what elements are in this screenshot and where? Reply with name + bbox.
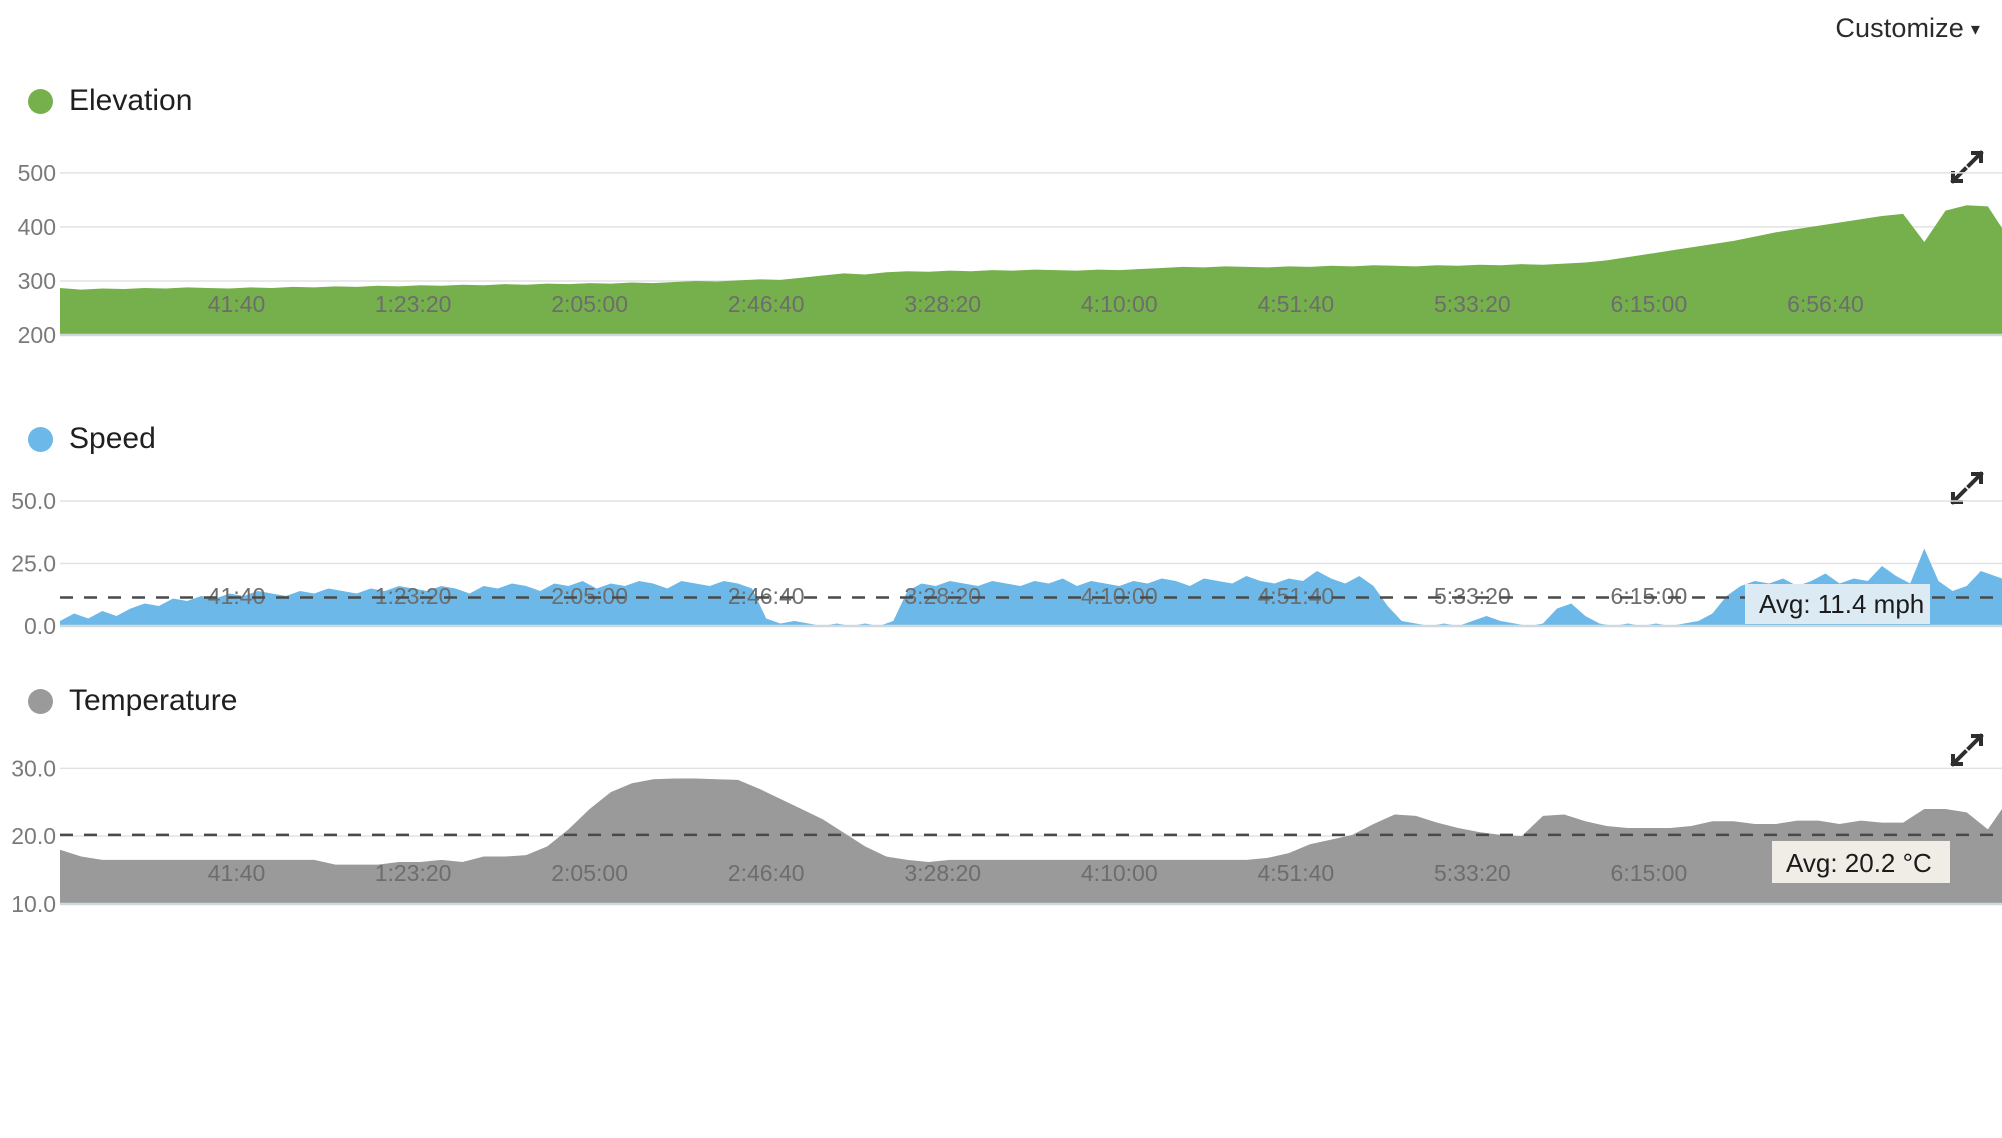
x-axis-tick-label: 6:15:00 — [1611, 860, 1688, 886]
chart-temperature: 10.0 20.0 30.0 41:40 1:23:20 2:05:00 2:46:40 3:… — [11, 755, 2002, 917]
x-axis-tick-label: 6:56:40 — [1787, 291, 1864, 317]
x-axis-tick-label: 41:40 — [208, 291, 266, 317]
y-axis-tick-label: 10.0 — [11, 891, 56, 917]
x-axis-tick-label: 2:46:40 — [728, 860, 805, 886]
plot-elevation[interactable]: 200 300 400 500 41:40 1:23:20 2:05:00 2:46:40 3:… — [0, 140, 2002, 380]
area-series-temperature — [60, 778, 2002, 904]
legend-temperature: Temperature — [28, 678, 237, 724]
y-axis-tick-label: 30.0 — [11, 755, 56, 781]
plot-temperature[interactable]: 10.0 20.0 30.0 41:40 1:23:20 2:05:00 2:46:40 3:… — [0, 726, 2002, 946]
y-axis-tick-label: 0.0 — [24, 613, 56, 639]
x-axis-tick-label: 2:46:40 — [728, 583, 805, 609]
y-axis-tick-label: 300 — [18, 268, 56, 294]
x-axis-tick-label: 4:10:00 — [1081, 291, 1158, 317]
x-axis-tick-label: 3:28:20 — [904, 583, 981, 609]
x-axis-tick-label: 6:15:00 — [1611, 583, 1688, 609]
area-series-speed — [60, 548, 2002, 626]
x-axis-tick-label: 41:40 — [208, 860, 266, 886]
y-axis-tick-label: 400 — [18, 214, 56, 240]
y-axis-tick-label: 20.0 — [11, 823, 56, 849]
x-axis-tick-label: 4:51:40 — [1257, 291, 1334, 317]
customize-label: Customize — [1835, 13, 1964, 43]
x-axis-tick-label: 4:10:00 — [1081, 860, 1158, 886]
y-axis-tick-label: 50.0 — [11, 488, 56, 514]
x-axis-tick-label: 1:23:20 — [375, 860, 452, 886]
legend-dot-temperature — [28, 688, 53, 714]
average-badge-label: Avg: 20.2 °C — [1786, 848, 1932, 878]
y-axis-tick-label: 200 — [18, 322, 56, 348]
x-axis-tick-label: 41:40 — [208, 583, 266, 609]
x-axis-tick-label: 4:51:40 — [1257, 860, 1334, 886]
x-axis-tick-label: 3:28:20 — [904, 860, 981, 886]
y-axis-tick-label: 25.0 — [11, 551, 56, 577]
x-axis-tick-label: 1:23:20 — [375, 291, 452, 317]
chart-speed: 0.0 25.0 50.0 41:40 1:23:20 2:05:00 2:46:40 3:2… — [11, 488, 2002, 639]
average-badge — [1772, 841, 1950, 883]
average-badge-label: Avg: 11.4 mph — [1759, 589, 1924, 619]
x-axis-tick-label: 3:28:20 — [904, 291, 981, 317]
expand-icon[interactable] — [1950, 733, 1984, 767]
legend-elevation: Elevation — [28, 78, 192, 124]
chevron-down-icon: ▾ — [1970, 19, 1980, 39]
x-axis-tick-label: 6:15:00 — [1611, 291, 1688, 317]
x-axis-tick-label: 4:51:40 — [1257, 583, 1334, 609]
legend-label-temperature: Temperature — [69, 684, 238, 717]
legend-dot-speed — [28, 426, 53, 452]
legend-label-elevation: Elevation — [69, 84, 193, 117]
x-axis-tick-label: 2:05:00 — [551, 291, 628, 317]
customize-dropdown[interactable]: Customize ▾ — [1835, 13, 1980, 44]
x-axis-tick-label: 4:10:00 — [1081, 583, 1158, 609]
x-axis-tick-label: 5:33:20 — [1434, 291, 1511, 317]
expand-icon[interactable] — [1950, 150, 1984, 184]
legend-label-speed: Speed — [69, 422, 156, 455]
x-axis-tick-label: 2:46:40 — [728, 291, 805, 317]
legend-dot-elevation — [28, 88, 53, 114]
x-axis-tick-label: 5:33:20 — [1434, 583, 1511, 609]
x-axis-tick-label: 5:33:20 — [1434, 860, 1511, 886]
y-axis-tick-label: 500 — [18, 160, 56, 186]
legend-speed: Speed — [28, 416, 156, 462]
chart-elevation: 200 300 400 500 41:40 1:23:20 2:05:00 2:46:40 3:… — [18, 160, 2002, 348]
area-series-elevation — [60, 205, 2002, 335]
x-axis-tick-label: 2:05:00 — [551, 583, 628, 609]
x-axis-tick-label: 1:23:20 — [375, 583, 452, 609]
plot-speed[interactable]: 0.0 25.0 50.0 41:40 1:23:20 2:05:00 2:46:40 3:2… — [0, 464, 2002, 674]
x-axis-tick-label: 2:05:00 — [551, 860, 628, 886]
average-badge — [1745, 584, 1930, 624]
top-bar: Customize ▾ — [0, 0, 2002, 56]
